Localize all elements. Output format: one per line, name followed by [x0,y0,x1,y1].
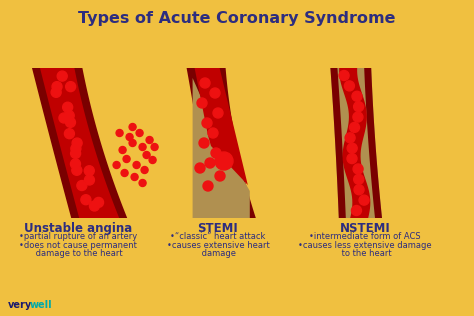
Circle shape [354,102,364,112]
Circle shape [72,165,82,175]
Circle shape [205,158,215,168]
Text: •does not cause permanent: •does not cause permanent [19,240,137,250]
Circle shape [65,117,75,127]
Polygon shape [364,68,382,218]
Circle shape [353,112,363,122]
Circle shape [136,130,143,137]
Circle shape [211,148,221,158]
Circle shape [215,171,225,181]
Circle shape [77,180,87,191]
Circle shape [63,102,73,112]
Text: to the heart: to the heart [339,249,392,258]
Circle shape [126,133,133,141]
Circle shape [347,143,357,153]
Circle shape [71,159,81,169]
Circle shape [64,111,74,121]
Text: •“classic” heart attack: •“classic” heart attack [170,232,266,241]
Circle shape [151,143,158,150]
Text: Unstable angina: Unstable angina [24,222,132,235]
Circle shape [65,82,76,92]
Text: Types of Acute Coronary Syndrome: Types of Acute Coronary Syndrome [78,11,396,26]
Polygon shape [187,68,256,218]
Circle shape [354,174,364,184]
Circle shape [113,161,120,168]
Polygon shape [330,68,346,218]
Text: damage to the heart: damage to the heart [33,249,123,258]
Circle shape [195,163,205,173]
Circle shape [141,167,148,173]
Circle shape [90,201,100,211]
Polygon shape [339,68,370,218]
Circle shape [199,138,209,148]
Text: •intermediate form of ACS: •intermediate form of ACS [309,232,421,241]
Text: •partial rupture of an artery: •partial rupture of an artery [19,232,137,241]
Circle shape [203,181,213,191]
Circle shape [345,81,355,91]
Circle shape [353,164,363,174]
Circle shape [129,139,136,147]
Polygon shape [192,78,250,218]
Circle shape [84,175,94,185]
Circle shape [143,151,150,159]
Circle shape [51,87,61,97]
Circle shape [116,130,123,137]
Circle shape [359,195,369,205]
Polygon shape [195,68,248,185]
Text: •causes extensive heart: •causes extensive heart [167,240,269,250]
Circle shape [339,70,349,81]
Circle shape [52,82,62,92]
Circle shape [81,195,91,205]
Circle shape [354,185,364,195]
Circle shape [84,166,94,176]
Text: STEMI: STEMI [198,222,238,235]
Circle shape [121,169,128,177]
Circle shape [213,108,223,118]
Circle shape [57,71,67,81]
Circle shape [197,98,207,108]
Circle shape [119,147,126,154]
Circle shape [93,198,103,207]
Circle shape [131,173,138,180]
Circle shape [351,205,362,216]
Circle shape [352,91,362,101]
Polygon shape [32,68,127,218]
Circle shape [149,156,156,163]
Circle shape [72,138,82,148]
Circle shape [71,144,81,154]
Circle shape [215,152,233,170]
Polygon shape [330,68,382,218]
Circle shape [59,113,69,123]
Text: very: very [8,300,32,310]
Circle shape [139,143,146,150]
Circle shape [202,118,212,128]
Circle shape [133,161,140,168]
Circle shape [123,155,130,162]
Text: damage: damage [200,249,237,258]
Circle shape [345,133,355,143]
Circle shape [146,137,153,143]
Circle shape [64,129,74,139]
Text: NSTEMI: NSTEMI [340,222,391,235]
Circle shape [200,78,210,88]
Circle shape [347,154,357,164]
Circle shape [71,149,81,158]
Circle shape [210,88,220,98]
Polygon shape [40,68,119,218]
Circle shape [349,122,359,132]
Circle shape [129,124,136,131]
Circle shape [208,128,218,138]
Text: well: well [30,300,53,310]
Text: •causes less extensive damage: •causes less extensive damage [298,240,432,250]
Circle shape [139,179,146,186]
